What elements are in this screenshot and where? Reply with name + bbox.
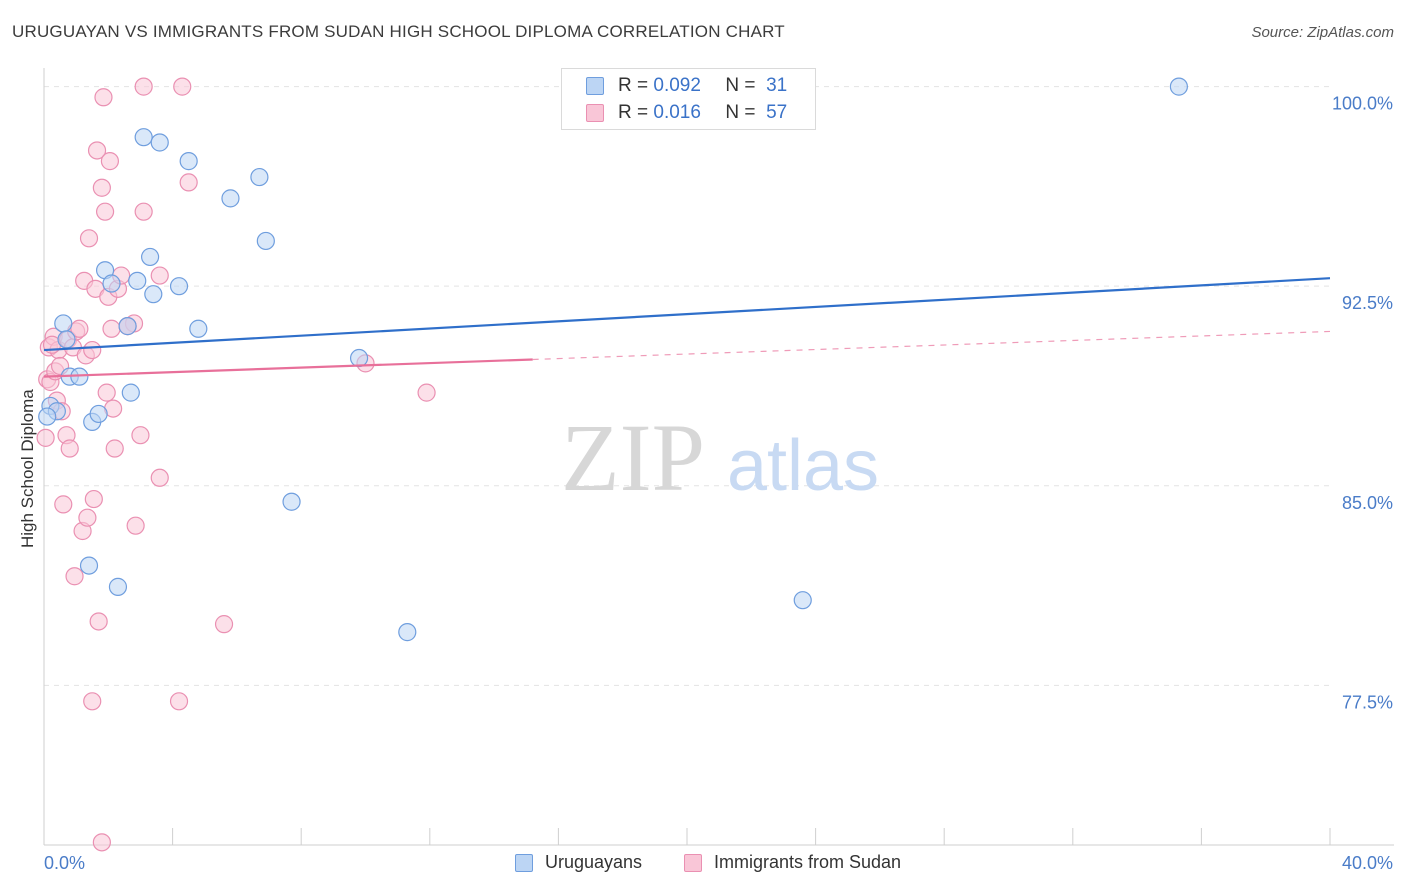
sudan-point-13[interactable] xyxy=(60,439,79,458)
legend-label-uruguayans: Uruguayans xyxy=(545,852,643,872)
blue-trend-line xyxy=(43,277,1331,352)
sudan-point-28[interactable] xyxy=(92,178,111,197)
watermark-zip: ZIP xyxy=(561,404,705,511)
sudan-point-36[interactable] xyxy=(105,439,124,458)
sudan-point-31[interactable] xyxy=(97,383,116,402)
uruguayan-point-15[interactable] xyxy=(134,128,153,147)
legend-r-label: R = xyxy=(618,75,649,96)
uruguayan-point-17[interactable] xyxy=(144,285,163,304)
sudan-point-10[interactable] xyxy=(54,495,73,514)
pink-trend-line-dashed xyxy=(532,330,1331,361)
sudan-point-49[interactable] xyxy=(214,615,234,634)
y-tick-label-1: 92.5% xyxy=(1342,293,1393,313)
legend-swatch-blue xyxy=(586,77,604,95)
x-tick-label-0: 0.0% xyxy=(44,853,85,873)
tick-labels: 100.0% 92.5% 85.0% 77.5% 0.0% 40.0% xyxy=(44,94,1393,873)
uruguayan-point-9[interactable] xyxy=(102,274,121,293)
sudan-point-50[interactable] xyxy=(83,692,102,711)
sudan-point-22[interactable] xyxy=(79,229,99,248)
uruguayan-point-23[interactable] xyxy=(250,167,269,187)
uruguayan-point-19[interactable] xyxy=(169,277,189,296)
sudan-point-33[interactable] xyxy=(100,152,120,171)
uruguayan-point-7[interactable] xyxy=(89,404,108,424)
chart-title: URUGUAYAN VS IMMIGRANTS FROM SUDAN HIGH … xyxy=(12,22,785,41)
uruguayan-point-11[interactable] xyxy=(108,577,128,596)
sudan-point-51[interactable] xyxy=(169,692,189,711)
sudan-point-41[interactable] xyxy=(126,516,145,535)
blue-series-points xyxy=(38,77,1188,642)
x-tick-label-1: 40.0% xyxy=(1342,853,1393,873)
legend-r-label: R = xyxy=(618,102,649,123)
uruguayan-point-25[interactable] xyxy=(282,492,301,511)
sudan-point-48[interactable] xyxy=(179,173,198,192)
legend-n-label: N = xyxy=(725,75,756,96)
legend-n-value: 31 xyxy=(766,75,788,96)
legend-n-label: N = xyxy=(725,102,756,123)
legend-row-blue: R = 0.092 N = 31 xyxy=(562,73,787,99)
legend-n-value: 57 xyxy=(766,102,788,123)
correlation-legend: R = 0.092 N = 31 R = 0.016 N = 57 xyxy=(561,68,816,130)
legend-r-value: 0.092 xyxy=(653,75,701,96)
legend-label-sudan: Immigrants from Sudan xyxy=(714,852,902,872)
legend-swatch-uruguayans xyxy=(515,853,533,872)
uruguayan-point-29[interactable] xyxy=(1169,77,1188,96)
uruguayan-point-14[interactable] xyxy=(128,271,147,290)
sudan-point-54[interactable] xyxy=(417,383,436,402)
uruguayan-point-21[interactable] xyxy=(189,319,208,338)
sudan-point-46[interactable] xyxy=(150,266,169,285)
sudan-point-23[interactable] xyxy=(83,340,102,360)
y-axis-label: High School Diploma xyxy=(18,389,37,548)
uruguayan-point-24[interactable] xyxy=(256,231,275,251)
uruguayan-point-10[interactable] xyxy=(79,556,99,575)
uruguayan-point-12[interactable] xyxy=(118,317,137,336)
legend-swatch-sudan xyxy=(684,853,702,872)
uruguayan-point-18[interactable] xyxy=(150,133,169,152)
uruguayan-point-28[interactable] xyxy=(793,591,812,610)
uruguayan-point-20[interactable] xyxy=(179,152,198,171)
uruguayan-point-30[interactable] xyxy=(38,407,57,426)
legend-row-pink: R = 0.016 N = 57 xyxy=(562,100,787,126)
uruguayan-point-22[interactable] xyxy=(221,189,240,208)
source-label: Source: ZipAtlas.com xyxy=(1251,24,1394,41)
trend-lines xyxy=(43,277,1331,378)
sudan-point-27[interactable] xyxy=(89,612,108,631)
sudan-point-47[interactable] xyxy=(173,77,192,96)
watermark-atlas: atlas xyxy=(727,426,879,506)
legend-item-uruguayans[interactable]: Uruguayans xyxy=(515,852,642,873)
sudan-point-44[interactable] xyxy=(134,202,153,221)
sudan-point-43[interactable] xyxy=(134,77,153,96)
sudan-point-34[interactable] xyxy=(102,319,121,338)
sudan-point-29[interactable] xyxy=(94,88,113,107)
legend-item-sudan[interactable]: Immigrants from Sudan xyxy=(684,852,901,873)
uruguayan-point-13[interactable] xyxy=(121,383,140,402)
legend-r-value: 0.016 xyxy=(653,102,701,123)
y-tick-label-0: 100.0% xyxy=(1332,94,1393,114)
sudan-point-0[interactable] xyxy=(36,428,55,447)
sudan-point-42[interactable] xyxy=(131,426,150,445)
uruguayan-point-16[interactable] xyxy=(140,247,160,267)
y-tick-label-2: 85.0% xyxy=(1342,493,1393,513)
sudan-point-30[interactable] xyxy=(95,202,115,221)
axes xyxy=(43,68,1394,846)
series-legend: Uruguayans Immigrants from Sudan xyxy=(0,852,1406,878)
sudan-point-15[interactable] xyxy=(65,567,84,586)
watermark: ZIP atlas xyxy=(561,404,879,511)
sudan-point-21[interactable] xyxy=(78,508,97,527)
sudan-point-24[interactable] xyxy=(84,489,103,509)
legend-swatch-pink xyxy=(586,104,604,122)
grid-lines xyxy=(44,86,1330,686)
sudan-point-52[interactable] xyxy=(92,833,111,852)
y-tick-label-3: 77.5% xyxy=(1342,692,1393,712)
sudan-point-17[interactable] xyxy=(70,319,89,338)
sudan-point-45[interactable] xyxy=(150,468,169,487)
sudan-point-26[interactable] xyxy=(87,141,107,160)
uruguayan-point-2[interactable] xyxy=(54,314,73,333)
uruguayan-point-27[interactable] xyxy=(398,623,417,642)
uruguayan-point-26[interactable] xyxy=(349,348,369,368)
pink-trend-line xyxy=(43,358,533,378)
uruguayan-point-3[interactable] xyxy=(57,330,76,349)
